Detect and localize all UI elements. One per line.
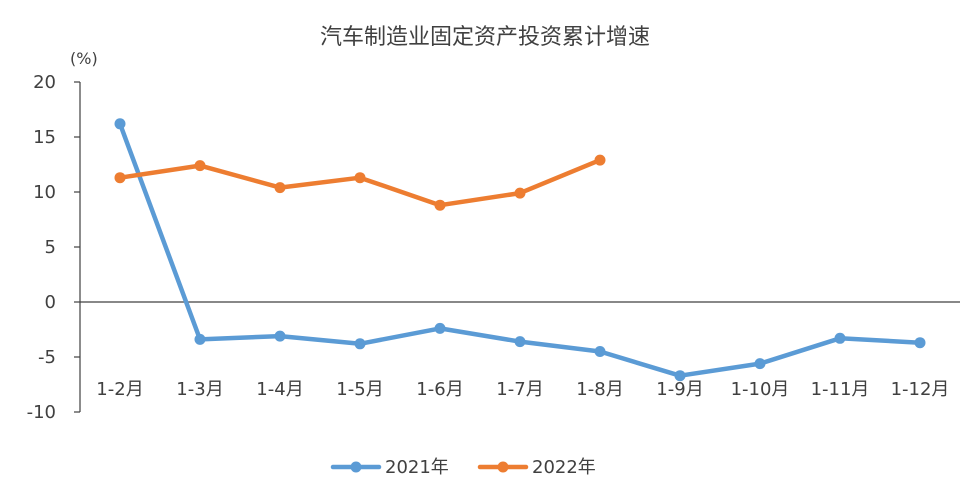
- x-tick-label: 1-9月: [656, 379, 703, 400]
- data-point: [114, 172, 126, 184]
- y-tick-label: 15: [33, 127, 56, 148]
- y-tick-label: 20: [33, 72, 56, 93]
- data-point: [274, 330, 286, 342]
- x-tick-label: 1-12月: [891, 379, 950, 400]
- legend-item: 2021年: [330, 457, 449, 478]
- data-point: [594, 154, 606, 166]
- y-tick-label: 5: [45, 237, 56, 258]
- data-point: [274, 182, 286, 194]
- y-axis-unit: (%): [70, 49, 98, 68]
- legend-marker: [497, 461, 509, 473]
- series-2: [114, 154, 606, 211]
- x-tick-label: 1-11月: [811, 379, 870, 400]
- data-point: [434, 199, 446, 211]
- data-point: [194, 160, 206, 172]
- data-point: [194, 333, 206, 345]
- x-tick-label: 1-5月: [336, 379, 383, 400]
- data-point: [594, 346, 606, 357]
- series-layer: [114, 118, 926, 382]
- y-tick-label: 0: [45, 292, 56, 313]
- data-point: [754, 358, 766, 370]
- data-point: [674, 370, 686, 382]
- x-tick-label: 1-2月: [96, 379, 143, 400]
- x-tick-label: 1-8月: [576, 379, 623, 400]
- legend-label: 2021年: [385, 457, 449, 478]
- y-tick-label: 10: [33, 182, 56, 203]
- chart-title: 汽车制造业固定资产投资累计增速: [320, 25, 650, 50]
- x-tick-label: 1-6月: [416, 379, 463, 400]
- data-point: [114, 118, 126, 130]
- data-point: [514, 187, 526, 199]
- legend-label: 2022年: [532, 457, 596, 478]
- data-point: [354, 338, 366, 350]
- data-point: [914, 337, 926, 349]
- x-tick-label: 1-7月: [496, 379, 543, 400]
- data-point: [834, 332, 846, 344]
- y-tick-label: -10: [27, 402, 56, 423]
- legend-marker: [350, 461, 362, 473]
- data-point: [354, 172, 366, 184]
- series-1: [114, 118, 926, 382]
- y-tick-label: -5: [38, 347, 56, 368]
- data-point: [434, 322, 446, 334]
- legend: 2021年 2022年: [330, 457, 596, 478]
- data-point: [514, 336, 526, 348]
- axes: -10 -5 0 5 10 15 20 1-2月 1-3月 1-4月 1-5月 1-6月 1-7月 1-8…: [27, 72, 960, 423]
- x-tick-label: 1-4月: [256, 379, 303, 400]
- legend-item: 2022年: [477, 457, 596, 478]
- x-tick-label: 1-10月: [731, 379, 790, 400]
- x-tick-label: 1-3月: [176, 379, 223, 400]
